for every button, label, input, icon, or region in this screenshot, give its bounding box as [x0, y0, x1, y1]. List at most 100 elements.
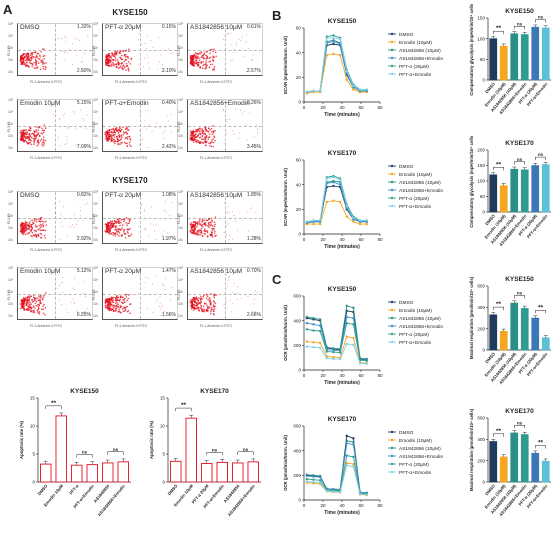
flow-event-dot [123, 310, 126, 312]
flow-event-dot [116, 126, 118, 129]
flow-event-dot [77, 220, 79, 222]
flow-lower-right-percent: 3.45% [246, 144, 261, 150]
flow-event-dot [254, 312, 256, 314]
flow-event-dot [196, 129, 199, 131]
flow-event-dot [208, 218, 210, 221]
flow-event-dot [113, 130, 116, 133]
flow-event-dot [118, 134, 120, 136]
flow-event-dot [237, 286, 239, 288]
flow-event-dot [231, 311, 233, 313]
flow-event-dot [210, 231, 213, 233]
flow-event-dot [203, 232, 206, 235]
data-point [325, 489, 328, 493]
flow-event-dot [155, 301, 157, 303]
flow-event-dot [115, 54, 117, 56]
flow-event-dot [45, 224, 48, 226]
flow-event-dot [209, 224, 212, 227]
data-point [358, 362, 362, 365]
flow-event-dot [119, 52, 121, 54]
flow-event-dot [243, 110, 245, 112]
flow-event-dot [153, 224, 155, 226]
flow-y-tick: 10⁵ [178, 266, 184, 270]
flow-event-dot [209, 299, 211, 301]
data-point [312, 89, 315, 93]
y-axis-label: Apoptosis rate (%) [149, 420, 154, 459]
flow-event-dot [38, 303, 40, 306]
flow-scatter [104, 275, 174, 316]
flow-event-dot [123, 301, 126, 303]
flow-event-dot [200, 227, 203, 230]
legend-entry: AS1842856+Emodin [399, 324, 443, 330]
flow-event-dot [29, 54, 32, 57]
flow-event-dot [28, 66, 30, 68]
flow-event-dot [210, 234, 212, 237]
flow-event-dot [125, 127, 128, 129]
flow-event-dot [192, 58, 195, 61]
flow-event-dot [201, 219, 204, 222]
flow-event-dot [26, 54, 29, 56]
flow-event-dot [213, 69, 216, 71]
flow-event-dot [118, 308, 120, 311]
flow-event-dot [20, 129, 22, 132]
quadrant-line-horizontal [18, 293, 92, 295]
significance-bracket [514, 26, 525, 30]
flow-event-dot [211, 229, 214, 232]
flow-event-dot [44, 65, 47, 68]
flow-event-dot [197, 134, 199, 136]
data-point [305, 345, 309, 348]
flow-event-dot [107, 304, 110, 307]
data-point [312, 345, 315, 349]
flow-event-dot [35, 304, 37, 307]
flow-event-dot [190, 307, 193, 310]
flow-event-dot [107, 231, 110, 234]
flow-event-dot [110, 226, 113, 229]
flow-event-dot [126, 299, 128, 302]
flow-event-dot [35, 297, 38, 300]
flow-event-dot [138, 64, 140, 66]
flow-event-dot [22, 226, 24, 229]
flow-event-dot [197, 301, 199, 304]
flow-event-dot [42, 226, 45, 228]
flow-event-dot [252, 54, 254, 56]
flow-event-dot [82, 118, 84, 120]
flow-event-dot [124, 128, 127, 130]
flow-event-dot [213, 307, 216, 310]
data-point [338, 37, 342, 41]
flow-event-dot [58, 284, 60, 286]
flow-event-dot [145, 276, 147, 278]
series-line [306, 343, 367, 365]
flow-event-dot [121, 224, 124, 226]
flow-y-tick: 10⁴ [8, 34, 14, 38]
flow-event-dot [167, 232, 168, 234]
legend-entry: PFT-α (20μM) [399, 332, 429, 338]
flow-event-dot [194, 224, 197, 226]
flow-event-dot [19, 131, 22, 134]
flow-event-dot [112, 61, 114, 64]
bar [531, 317, 540, 351]
flow-event-dot [34, 235, 37, 237]
flow-event-dot [105, 231, 107, 234]
series-line [306, 176, 367, 223]
flow-event-dot [21, 134, 23, 136]
flow-event-dot [213, 295, 215, 297]
flow-event-dot [147, 57, 149, 58]
significance-label: ** [51, 400, 57, 407]
flow-event-dot [213, 230, 216, 232]
chart-title: KYSE170 [505, 408, 534, 415]
flow-event-dot [23, 129, 26, 132]
flow-event-dot [35, 64, 37, 67]
flow-event-dot [61, 277, 63, 278]
flow-event-dot [197, 64, 199, 67]
flow-event-dot [109, 221, 111, 224]
x-tick-label: 80 [377, 237, 383, 242]
significance-bracket [535, 310, 546, 314]
flow-event-dot [200, 297, 202, 299]
flow-event-dot [37, 218, 39, 221]
y-tick-label: 20 [296, 207, 302, 212]
flow-event-dot [116, 229, 118, 232]
flow-event-dot [22, 304, 24, 306]
flow-event-dot [211, 306, 213, 309]
flow-event-dot [155, 224, 157, 226]
flow-event-dot [118, 299, 120, 302]
